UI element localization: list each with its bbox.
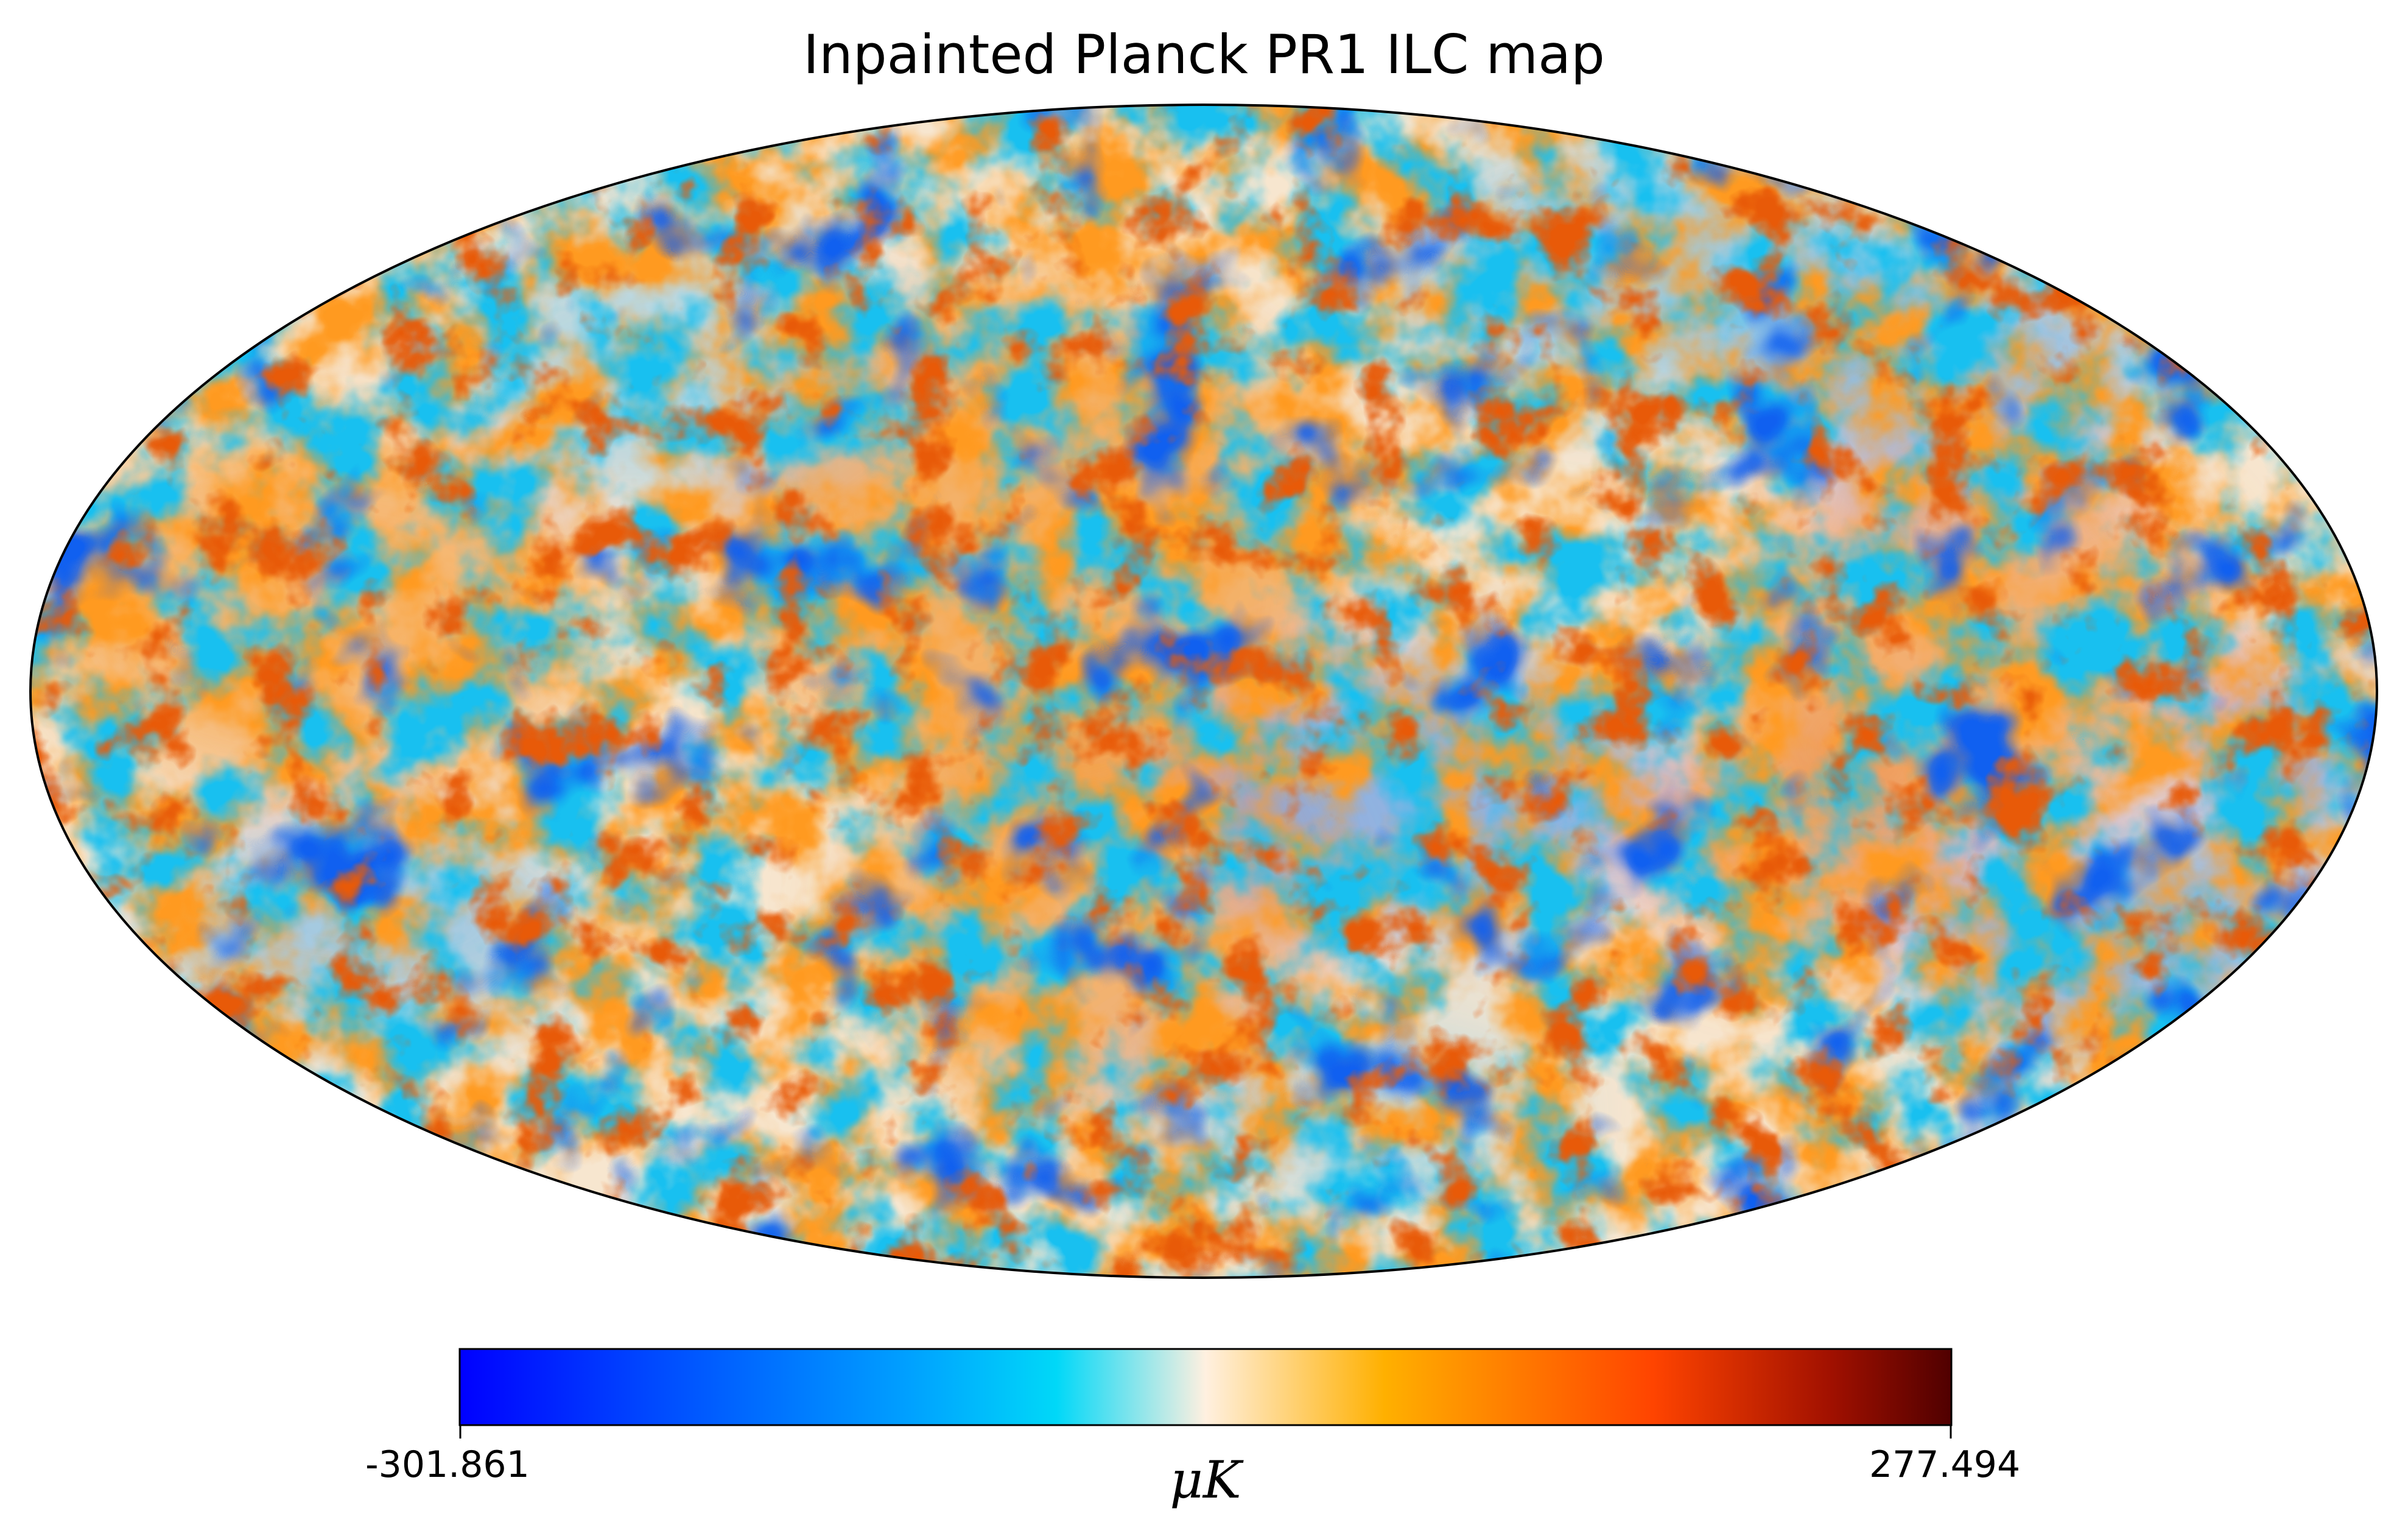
colorbar	[458, 1348, 1953, 1439]
mollweide-boundary	[29, 104, 2378, 1279]
colorbar-min-label: -301.861	[365, 1443, 530, 1486]
colorbar-unit-label: μK	[1170, 1450, 1241, 1510]
colorbar-max-label: 277.494	[1869, 1443, 2021, 1486]
deep-hot-spots-layer	[30, 105, 2377, 1278]
colorbar-gradient	[458, 1348, 1953, 1426]
sky-map-fill	[30, 105, 2377, 1278]
map-title: Inpainted Planck PR1 ILC map	[803, 23, 1605, 86]
